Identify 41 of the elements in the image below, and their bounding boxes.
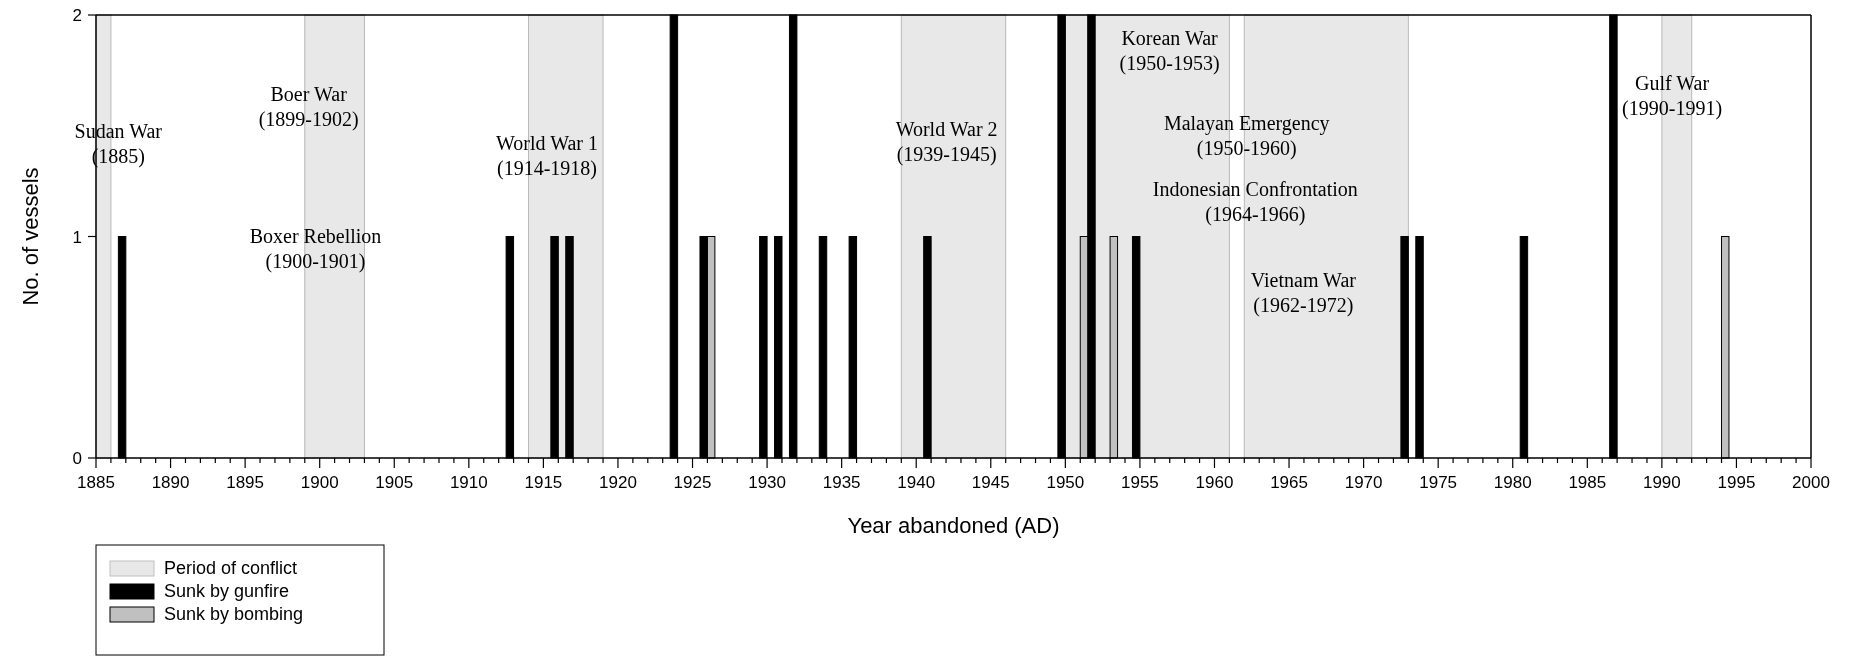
legend-label: Sunk by bombing — [164, 604, 304, 624]
x-tick-label: 1895 — [226, 473, 265, 492]
annotation: Gulf War (1990-1991) — [1622, 71, 1723, 120]
x-tick-label: 1945 — [971, 473, 1010, 492]
x-axis-title: Year abandoned (AD) — [847, 513, 1060, 538]
x-tick-label: 1920 — [599, 473, 637, 492]
x-tick-label: 1955 — [1121, 473, 1159, 492]
x-tick-label: 1925 — [673, 473, 712, 492]
x-tick-label: 1980 — [1493, 473, 1532, 492]
x-tick-label: 1985 — [1568, 473, 1607, 492]
x-tick-label: 1950 — [1046, 473, 1085, 492]
legend-label: Sunk by gunfire — [164, 581, 290, 601]
x-tick-label: 1990 — [1642, 473, 1681, 492]
annotation: World War 1 (1914-1918) — [496, 131, 599, 180]
legend-label: Period of conflict — [164, 558, 298, 578]
x-tick-label: 2000 — [1792, 473, 1830, 492]
x-tick-label: 1975 — [1419, 473, 1458, 492]
x-tick-label: 1940 — [897, 473, 936, 492]
annotation: Malayan Emergency (1950-1960) — [1163, 111, 1330, 160]
y-tick-label: 1 — [72, 227, 82, 247]
x-tick-label: 1885 — [77, 473, 115, 492]
annotation: Boxer Rebellion (1900-1901) — [249, 224, 382, 273]
y-tick-label: 2 — [72, 6, 82, 25]
x-tick-label: 1960 — [1195, 473, 1234, 492]
x-tick-label: 1915 — [524, 473, 563, 492]
y-tick-label: 0 — [72, 449, 82, 468]
x-tick-label: 1935 — [822, 473, 861, 492]
x-tick-label: 1905 — [375, 473, 414, 492]
x-tick-label: 1890 — [151, 473, 190, 492]
x-tick-label: 1930 — [748, 473, 786, 492]
annotation: World War 2 (1939-1945) — [895, 118, 998, 167]
y-axis-title: No. of vessels — [18, 167, 43, 306]
annotation: Indonesian Confrontation (1964-1966) — [1152, 178, 1358, 227]
x-tick-label: 1900 — [300, 473, 339, 492]
annotation: Boer War (1899-1902) — [258, 82, 359, 131]
x-tick-label: 1965 — [1270, 473, 1308, 492]
x-tick-label: 1995 — [1717, 473, 1756, 492]
x-tick-label: 1910 — [449, 473, 488, 492]
annotation: Vietnam War (1962-1972) — [1250, 268, 1357, 317]
annotation: Korean War (1950-1953) — [1119, 27, 1220, 76]
x-tick-label: 1970 — [1344, 473, 1383, 492]
